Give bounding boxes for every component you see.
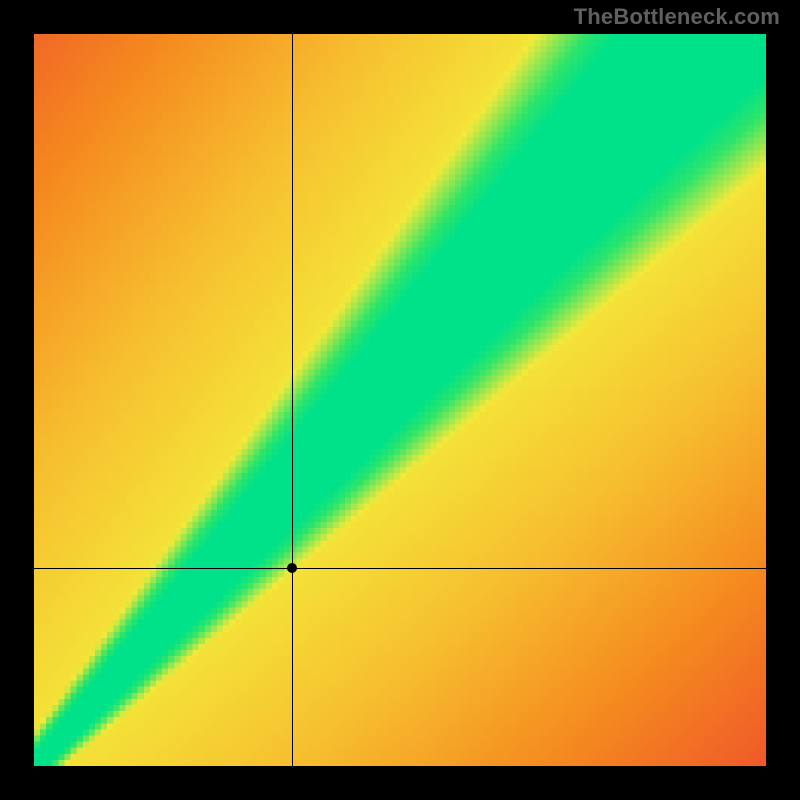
bottleneck-heatmap xyxy=(34,34,766,766)
figure-stage: TheBottleneck.com xyxy=(0,0,800,800)
crosshair-horizontal xyxy=(34,568,766,569)
watermark-text: TheBottleneck.com xyxy=(574,4,780,30)
plot-area xyxy=(34,34,766,766)
crosshair-marker xyxy=(287,563,297,573)
crosshair-vertical xyxy=(292,34,293,766)
